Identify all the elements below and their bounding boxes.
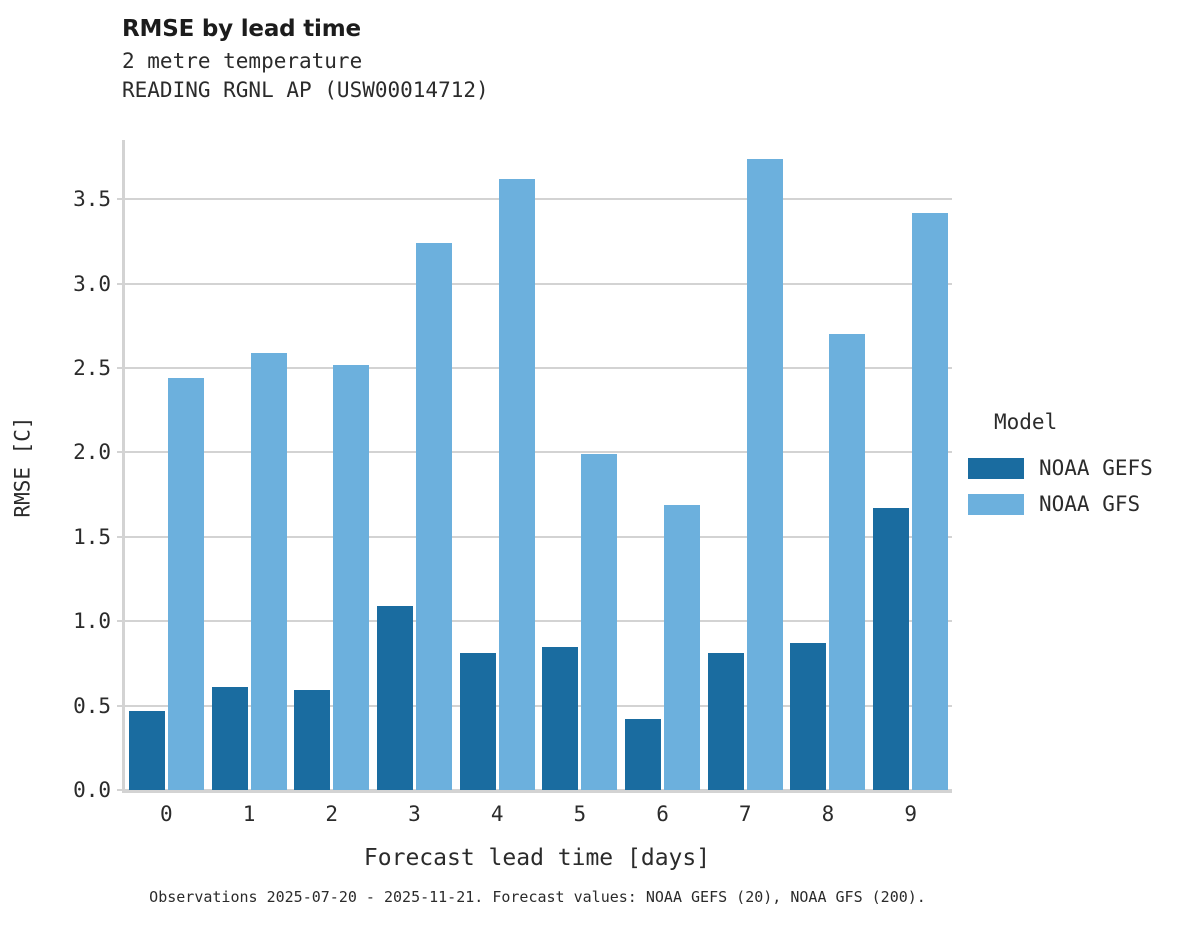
bar-noaa-gefs-day-3[interactable] (376, 605, 413, 790)
bar-noaa-gefs-day-5[interactable] (542, 646, 579, 790)
y-axis-tick-label: 2.5 (73, 355, 111, 380)
bar-group: 4 (456, 140, 539, 826)
x-axis-tick-label: 2 (325, 802, 339, 826)
y-axis-tickmark (117, 282, 125, 285)
legend-swatch-icon (968, 457, 1024, 479)
chart-header: RMSE by lead time 2 metre temperature RE… (122, 16, 922, 105)
bar-group: 9 (869, 140, 952, 826)
gridline (125, 620, 952, 623)
bar-noaa-gfs-day-9[interactable] (912, 212, 949, 790)
bar-noaa-gefs-day-9[interactable] (873, 508, 910, 790)
x-axis-tick-label: 9 (904, 802, 917, 826)
gridline (125, 535, 952, 538)
y-axis-tick-label: 1.5 (73, 524, 111, 549)
y-axis-tick-label: 3.5 (73, 187, 111, 212)
gridline (125, 198, 952, 201)
x-axis-tick-label: 4 (490, 802, 504, 826)
bar-noaa-gefs-day-2[interactable] (294, 690, 331, 790)
bar-group: 7 (704, 140, 787, 826)
bar-group: 8 (787, 140, 870, 826)
y-axis-tick-label: 3.0 (73, 271, 111, 296)
y-axis-tick-label: 0.0 (73, 778, 111, 802)
bar-noaa-gfs-day-2[interactable] (333, 364, 370, 790)
legend-item-label: NOAA GEFS (1039, 456, 1153, 480)
bar-group: 0 (125, 140, 208, 826)
x-axis-line (122, 790, 952, 793)
bar-group: 2 (290, 140, 373, 826)
y-axis-tickmark (117, 451, 125, 454)
y-axis-line (122, 140, 125, 793)
y-axis-tickmark (117, 198, 125, 201)
page-title: RMSE by lead time (122, 16, 361, 42)
bar-noaa-gfs-day-4[interactable] (498, 178, 535, 790)
x-axis-tick-label: 5 (573, 802, 587, 826)
bar-noaa-gefs-day-4[interactable] (459, 653, 496, 790)
y-axis-tick-label: 0.5 (73, 693, 111, 718)
bar-noaa-gfs-day-0[interactable] (167, 378, 204, 790)
gridline (125, 451, 952, 454)
bar-noaa-gefs-day-8[interactable] (790, 643, 827, 790)
x-axis-tick-label: 1 (242, 802, 256, 826)
x-axis-tick-label: 3 (408, 802, 421, 826)
bar-noaa-gefs-day-6[interactable] (625, 719, 662, 790)
bar-noaa-gefs-day-1[interactable] (211, 687, 248, 790)
legend: Model NOAA GEFS NOAA GFS (968, 410, 1183, 522)
x-axis-title: Forecast lead time [days] (363, 845, 711, 871)
gridline (125, 704, 952, 707)
y-axis-tick-label: 1.0 (73, 609, 111, 634)
legend-swatch-icon (968, 493, 1024, 515)
chart-subtitle-variable: 2 metre temperature (122, 49, 363, 73)
x-axis-tick-label: 6 (656, 802, 669, 826)
bar-noaa-gfs-day-6[interactable] (664, 504, 701, 790)
bar-noaa-gefs-day-0[interactable] (128, 710, 165, 790)
legend-item-noaa-gefs[interactable]: NOAA GEFS (968, 450, 1183, 486)
bar-group: 3 (373, 140, 456, 826)
gridline (125, 282, 952, 285)
x-axis-tick-label: 8 (821, 802, 835, 826)
y-axis-tickmark (117, 535, 125, 538)
footer-note: Observations 2025-07-20 - 2025-11-21. Fo… (149, 888, 926, 906)
bar-noaa-gfs-day-3[interactable] (415, 243, 452, 790)
y-axis-tickmark (117, 366, 125, 369)
x-axis-tick-label: 0 (160, 802, 173, 826)
plot-frame: 0.0 0.5 1.0 1.5 2.0 2.5 3.0 3.5 0 1 2 3 4 5 6 7 8 9 (73, 140, 952, 826)
bar-noaa-gfs-day-8[interactable] (829, 334, 866, 790)
legend-title: Model (994, 410, 1058, 434)
y-axis-tick-label: 2.0 (73, 440, 111, 465)
y-axis-title: RMSE [C] (6, 140, 40, 793)
x-axis-tick-label: 7 (738, 802, 752, 826)
plot-area: 0.0 0.5 1.0 1.5 2.0 2.5 3.0 3.5 0 1 2 3 4 5 6 7 8 9 (73, 140, 952, 826)
gridline (125, 789, 952, 791)
bar-group: 6 (621, 140, 704, 826)
bar-group: 5 (539, 140, 622, 826)
y-axis-tickmark (117, 704, 125, 707)
legend-item-label: NOAA GFS (1039, 492, 1141, 516)
bar-noaa-gfs-day-5[interactable] (581, 454, 618, 790)
y-axis-title-text: RMSE [C] (11, 415, 35, 518)
legend-entries: NOAA GEFS NOAA GFS (968, 450, 1183, 522)
y-axis-tickmark (117, 789, 125, 791)
legend-item-noaa-gfs[interactable]: NOAA GFS (968, 486, 1183, 522)
bar-group: 1 (208, 140, 291, 826)
bar-noaa-gfs-day-7[interactable] (746, 158, 783, 790)
bar-noaa-gefs-day-7[interactable] (707, 653, 744, 790)
gridline (125, 366, 952, 369)
bar-noaa-gfs-day-1[interactable] (250, 352, 287, 790)
chart-subtitle-station: READING RGNL AP (USW00014712) (122, 78, 489, 102)
y-axis-tickmark (117, 620, 125, 623)
